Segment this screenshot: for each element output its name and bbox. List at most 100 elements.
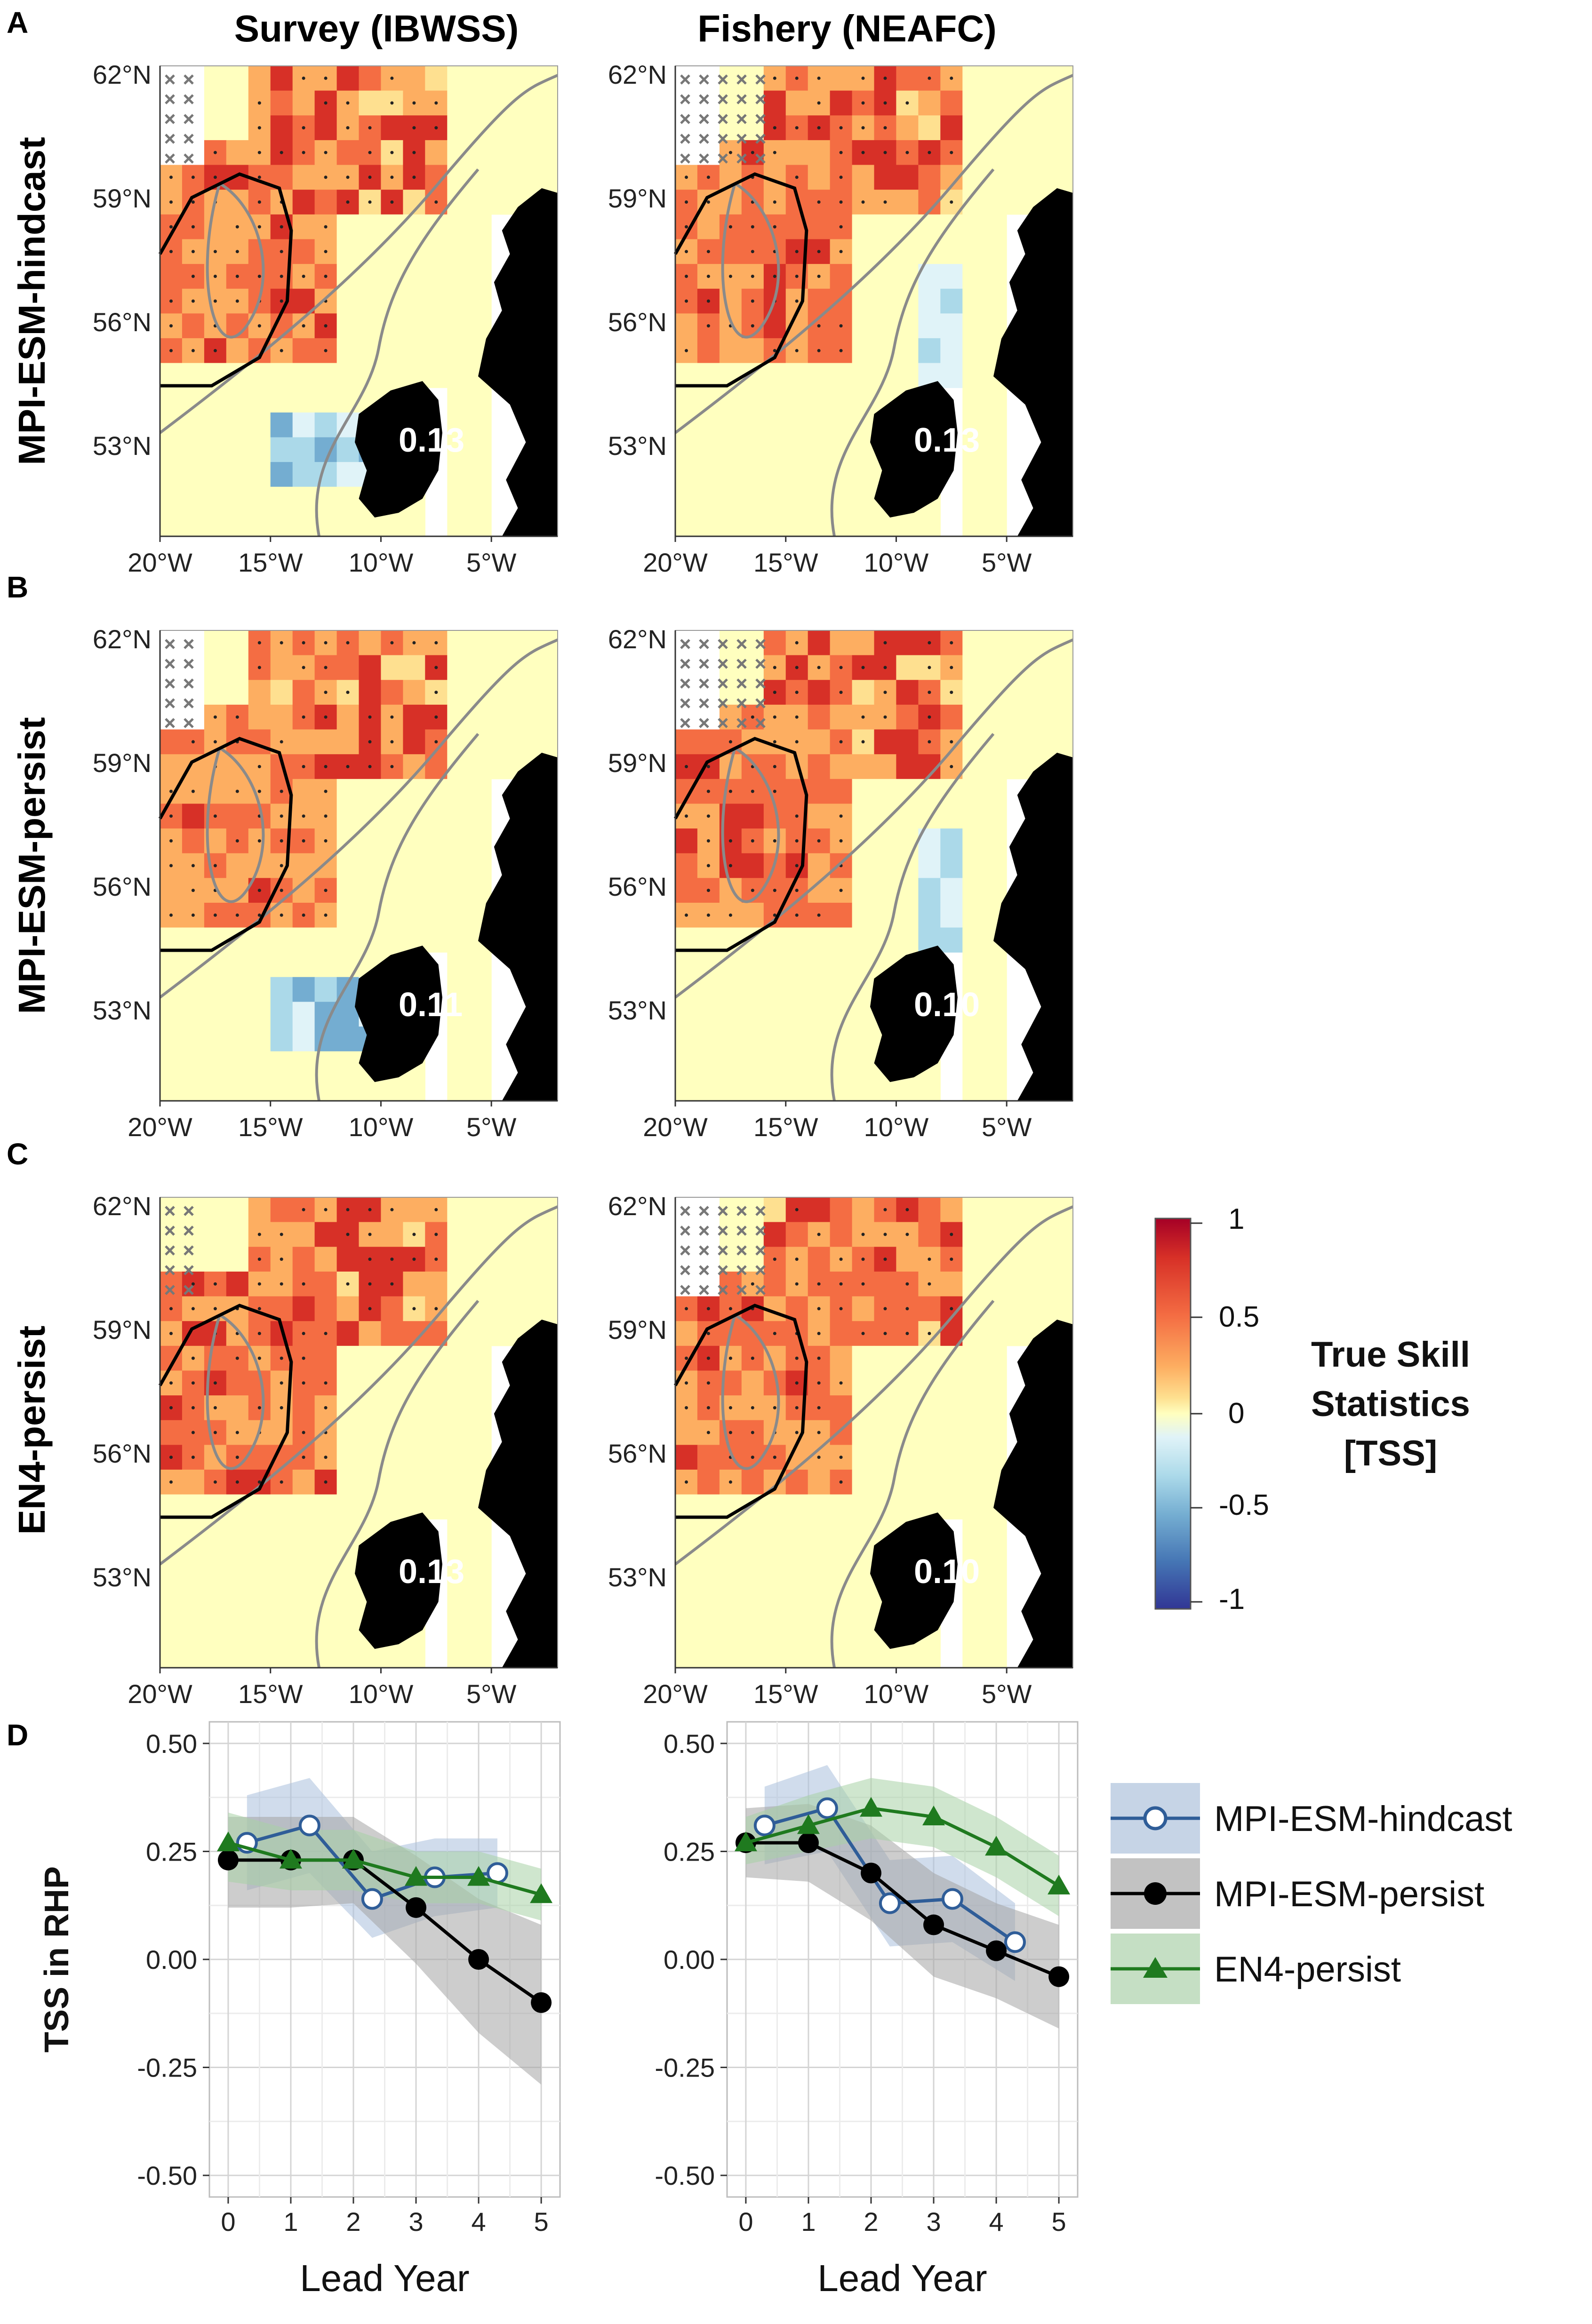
map-cell — [763, 437, 786, 462]
map-cell — [447, 338, 470, 364]
map-cell — [852, 1027, 875, 1052]
significance-dot — [257, 200, 261, 204]
cross-marker — [184, 1285, 194, 1295]
significance-dot — [706, 864, 710, 868]
significance-dot — [839, 324, 843, 328]
map-cell — [491, 630, 514, 656]
data-point — [797, 1814, 820, 1834]
map-cell — [896, 165, 919, 190]
map-cell — [763, 1197, 786, 1223]
significance-dot — [706, 1307, 710, 1311]
map-cell — [852, 1051, 875, 1076]
map-cell — [469, 1370, 492, 1396]
map-cell — [1007, 1271, 1029, 1297]
map-cell — [962, 680, 985, 705]
map-cell — [785, 1643, 808, 1668]
map-cell — [270, 412, 293, 438]
map-cell — [808, 1051, 831, 1076]
significance-dot — [685, 1307, 688, 1311]
map-cell — [336, 486, 360, 512]
cross-marker — [718, 74, 728, 85]
map-cell — [425, 1469, 448, 1495]
cross-marker — [699, 718, 709, 728]
data-point — [405, 1866, 428, 1886]
map-cell — [336, 462, 360, 487]
map-cell — [469, 1593, 492, 1619]
map-cell — [697, 927, 720, 953]
significance-dot — [346, 126, 350, 130]
map-cell — [226, 511, 249, 537]
significance-dot — [324, 1406, 328, 1409]
map-cell — [896, 704, 919, 730]
map-cell — [1051, 655, 1073, 680]
map-cell — [1007, 1321, 1029, 1346]
rockall-contour — [721, 747, 780, 903]
cross-marker — [755, 134, 766, 144]
map-cell — [381, 902, 403, 928]
map-cell — [270, 1544, 293, 1569]
map-cell — [697, 486, 720, 512]
map-cell — [763, 1568, 786, 1594]
significance-dot — [368, 151, 372, 154]
map-cell — [447, 1420, 470, 1445]
rhp-region-outline — [673, 1304, 808, 1519]
map-cell — [226, 1618, 249, 1643]
cross-marker — [755, 639, 766, 649]
map-cell — [447, 1222, 470, 1247]
cross-marker — [680, 114, 690, 124]
map-cell — [381, 1296, 403, 1321]
map-cell — [536, 140, 558, 166]
map-cell — [226, 412, 249, 438]
map-cell — [984, 1568, 1007, 1594]
significance-dot — [685, 274, 688, 278]
map-cell — [226, 486, 249, 512]
cross-marker — [736, 1245, 747, 1256]
cross-marker — [736, 153, 747, 164]
map-cell — [830, 1494, 853, 1520]
map-cell — [536, 1197, 558, 1223]
map-cell — [940, 363, 963, 388]
map-cell — [675, 853, 698, 878]
significance-dot — [728, 1480, 732, 1484]
map-cell — [204, 1076, 227, 1101]
map-cell — [741, 1076, 764, 1101]
map-cell — [741, 1593, 764, 1619]
map-cell — [940, 1345, 963, 1371]
significance-dot — [795, 126, 799, 130]
map-cell — [381, 1222, 403, 1247]
map-cell — [248, 1197, 271, 1223]
significance-dot — [706, 250, 710, 254]
panel-letter-b: B — [7, 570, 28, 604]
cross-marker — [184, 94, 194, 104]
significance-dot — [817, 1456, 821, 1459]
cross-marker — [755, 1206, 766, 1216]
map-cell — [336, 239, 360, 264]
significance-dot — [324, 789, 328, 793]
map-cell — [874, 804, 896, 829]
map-cell — [808, 1544, 831, 1569]
map-cell — [962, 779, 985, 804]
lat-tick-label: 53°N — [608, 995, 667, 1025]
map-cell — [984, 264, 1007, 289]
cross-marker — [718, 1226, 728, 1236]
map-cell — [697, 363, 720, 388]
map-cell — [292, 1395, 315, 1421]
significance-dot — [390, 740, 394, 744]
significance-dot — [773, 225, 776, 229]
map-cell — [270, 655, 293, 680]
map-cell — [984, 1197, 1007, 1223]
significance-dot — [861, 715, 865, 719]
map-cell — [785, 462, 808, 487]
significance-dot — [861, 101, 865, 105]
map-cell — [741, 437, 764, 462]
map-cell — [292, 239, 315, 264]
map-cell — [830, 264, 853, 289]
map-cell — [918, 1076, 941, 1101]
shelf-contour — [159, 638, 559, 999]
map-cell — [359, 630, 381, 656]
map-cell — [292, 1593, 315, 1619]
map-cell — [697, 1593, 720, 1619]
map-cell — [447, 1051, 470, 1076]
